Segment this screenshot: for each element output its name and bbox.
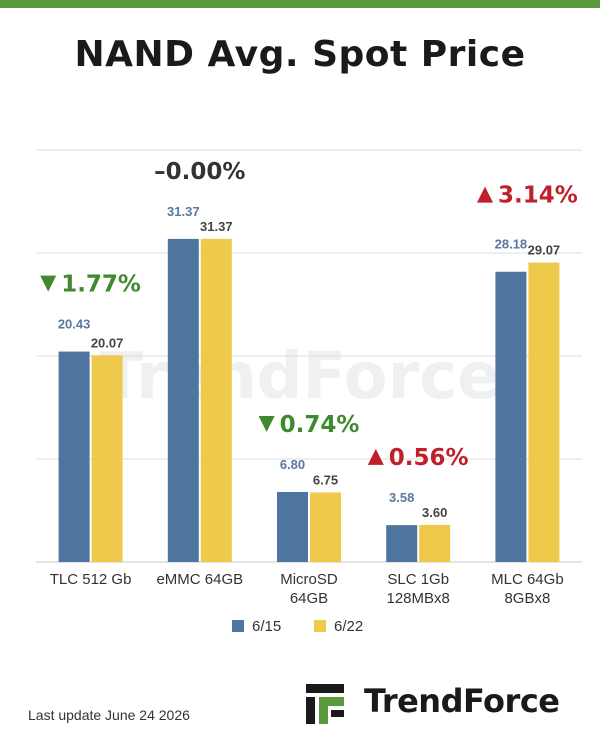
change-label: 0.56%: [389, 445, 469, 471]
change-label: –0.00%: [154, 159, 245, 185]
bar-s1: [386, 525, 418, 562]
bar-s2: [419, 524, 451, 562]
top-accent-bar: [0, 0, 600, 8]
data-label: 6.80: [280, 457, 305, 472]
data-label: 31.37: [200, 219, 233, 234]
bar-s2: [310, 492, 341, 562]
legend-label: 6/22: [334, 618, 363, 635]
data-label: 31.37: [167, 204, 200, 219]
category-label: MicroSD: [280, 571, 338, 588]
down-arrow-icon: [40, 275, 57, 292]
bar-s1: [277, 491, 308, 562]
change-label: 3.14%: [498, 183, 578, 209]
chart-title: NAND Avg. Spot Price: [74, 34, 526, 75]
last-update-text: Last update June 24 2026: [28, 707, 190, 723]
legend-label: 6/15: [252, 618, 281, 635]
legend-swatch: [232, 620, 244, 632]
category-label: 128MBx8: [387, 590, 450, 607]
bar-s2: [528, 262, 560, 562]
bar-s1: [495, 271, 527, 562]
bar-s1: [58, 351, 90, 562]
trendforce-logo-icon: [306, 684, 344, 724]
data-label: 3.60: [422, 505, 447, 520]
bar-s2: [91, 355, 123, 562]
data-label: 20.07: [91, 335, 124, 350]
category-label: MLC 64Gb: [491, 571, 564, 588]
category-label: eMMC 64GB: [156, 571, 243, 588]
watermark-text: TrendForce: [100, 340, 501, 414]
data-label: 3.58: [389, 490, 414, 505]
category-label: SLC 1Gb: [387, 571, 449, 588]
bar-s2: [200, 238, 232, 562]
category-label: 8GBx8: [504, 590, 550, 607]
data-label: 20.43: [58, 317, 91, 332]
data-label: 29.07: [528, 243, 561, 258]
up-arrow-icon: [367, 448, 384, 465]
change-label: 0.74%: [280, 412, 360, 438]
up-arrow-icon: [477, 186, 494, 203]
change-label: 1.77%: [61, 272, 141, 298]
legend-swatch: [314, 620, 326, 632]
down-arrow-icon: [258, 415, 275, 432]
brand-name: TrendForce: [364, 682, 560, 720]
category-label: TLC 512 Gb: [50, 571, 132, 588]
category-label: 64GB: [290, 590, 328, 607]
data-label: 6.75: [313, 472, 338, 487]
data-label: 28.18: [495, 237, 528, 252]
bar-s1: [167, 238, 199, 562]
